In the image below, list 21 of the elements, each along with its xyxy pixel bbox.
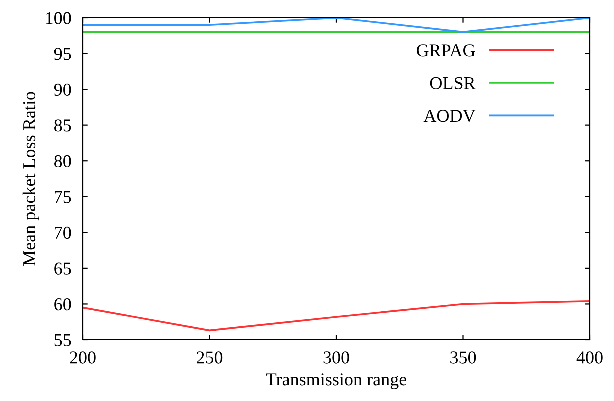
x-tick-label: 300 (324, 352, 350, 364)
y-tick-label: 95 (54, 48, 72, 60)
y-tick-label: 60 (54, 298, 72, 311)
x-axis-title: Transmission range (266, 374, 407, 390)
x-tick-label: 350 (450, 352, 476, 364)
y-tick-label: 65 (54, 262, 72, 275)
y-axis-title: Mean packet Loss Ratio (22, 92, 40, 266)
legend-label: GRPAG (417, 44, 476, 57)
x-tick-label: 400 (576, 352, 603, 364)
y-tick-label: 75 (55, 191, 72, 204)
y-tick-label: 100 (46, 12, 72, 24)
x-tick-label: 200 (70, 352, 96, 364)
y-tick-label: 70 (55, 226, 72, 240)
x-tick-label: 250 (197, 352, 223, 364)
y-tick-label: 55 (54, 334, 72, 346)
y-tick-label: 85 (54, 120, 72, 132)
y-tick-label: 90 (54, 84, 72, 96)
line-series (83, 300, 590, 332)
legend-label: OLSR (430, 77, 476, 90)
legend-label: AODV (424, 110, 476, 122)
y-tick-label: 80 (54, 155, 72, 168)
